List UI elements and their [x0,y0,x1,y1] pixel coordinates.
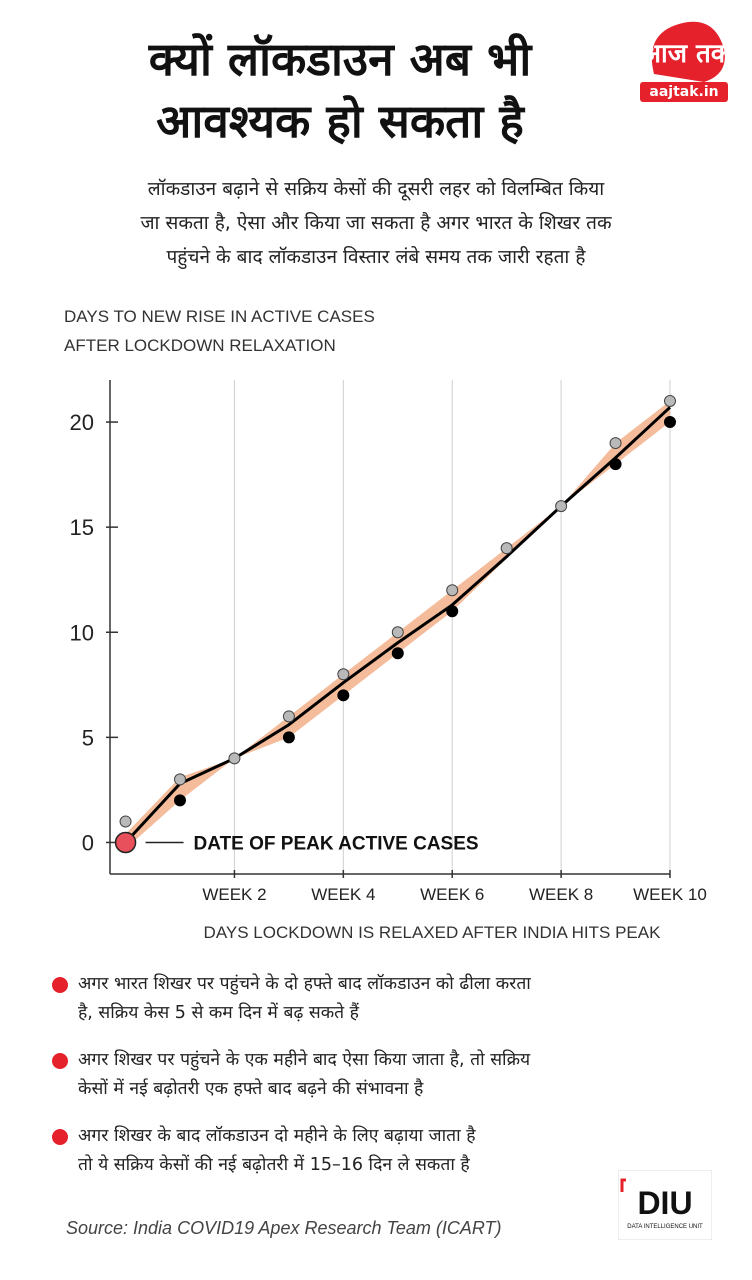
subtitle-line-3: पहुंचने के बाद लॉकडाउन विस्तार लंबे समय … [166,246,586,268]
trend-line [124,406,672,844]
x-tick-label: WEEK 6 [420,885,484,904]
grey-data-point [174,773,186,786]
grey-data-point [664,395,676,408]
black-data-point [391,647,404,660]
x-tick-label: WEEK 4 [311,885,375,904]
black-data-point [337,689,350,702]
bullet-text-line: तो ये सक्रिय केसों की नई बढ़ोतरी में 15–… [78,1155,470,1175]
y-axis-label: DAYS TO NEW RISE IN ACTIVE CASES AFTER L… [64,302,375,360]
x-tick-label: WEEK 8 [529,885,593,904]
black-data-point [174,794,186,807]
y-axis-label-line-2: AFTER LOCKDOWN RELAXATION [64,336,336,355]
black-data-point [446,605,459,618]
x-tick-label: WEEK 10 [633,885,707,904]
source-note: Source: India COVID19 Apex Research Team… [66,1218,502,1238]
y-tick-label: 0 [82,830,94,855]
page-title: क्यों लॉकडाउन अब भी आवश्यक हो सकता है [40,28,640,152]
bullet-item: अगर शिखर पर पहुंचने के एक महीने बाद ऐसा … [52,1046,692,1104]
grey-data-point [500,542,513,555]
grey-data-point [119,815,132,828]
diu-bracket [620,1178,626,1192]
grey-data-point [228,752,241,765]
grey-data-point [282,710,295,723]
grey-data-point [555,500,568,513]
x-axis-label: DAYS LOCKDOWN IS RELAXED AFTER INDIA HIT… [204,923,662,942]
bullet-dot-icon [52,1053,68,1069]
bullet-item: अगर भारत शिखर पर पहुंचने के दो हफ्ते बाद… [52,970,692,1028]
bullet-text-line: अगर भारत शिखर पर पहुंचने के दो हफ्ते बाद… [78,974,531,994]
chart: 0 5 10 15 20 WEEK 2 WEEK 4 WEEK 6 WEEK 8 WEEK 10 D… [70,380,707,942]
bullet-dot-icon [52,977,68,993]
y-tick-label: 5 [82,725,94,750]
subtitle-line-2: जा सकता है, ऐसा और किया जा सकता है अगर भ… [140,212,612,234]
aajtak-logo: आज तक [641,21,732,82]
peak-annotation-label: DATE OF PEAK ACTIVE CASES [194,833,479,854]
diu-logo-box [618,1170,712,1240]
bullet-list: अगर भारत शिखर पर पहुंचने के दो हफ्ते बाद… [52,970,692,1198]
confidence-band [125,401,671,849]
bullet-item: अगर शिखर के बाद लॉकडाउन दो महीने के लिए … [52,1122,692,1180]
title-line-1: क्यों लॉकडाउन अब भी [148,32,532,86]
grey-data-point [446,584,459,597]
y-axis-label-line-1: DAYS TO NEW RISE IN ACTIVE CASES [64,307,375,326]
subtitle: लॉकडाउन बढ़ाने से सक्रिय केसों की दूसरी … [48,172,704,274]
grey-data-point [609,437,622,450]
bullet-text-line: अगर शिखर के बाद लॉकडाउन दो महीने के लिए … [78,1126,476,1146]
y-tick-label: 20 [70,410,94,435]
bullet-text-line: केसों में नई बढ़ोतरी एक हफ्ते बाद बढ़ने … [78,1079,424,1099]
y-tick-label: 15 [70,515,94,540]
peak-point [114,831,137,854]
logo-text: आज तक [641,39,732,69]
black-data-point [664,416,676,429]
subtitle-line-1: लॉकडाउन बढ़ाने से सक्रिय केसों की दूसरी … [147,178,605,200]
black-data-point [282,731,295,744]
y-tick-label: 10 [70,620,94,645]
diu-logo-subtext: DATA INTELLIGENCE UNIT [627,1224,703,1230]
grey-data-point [391,626,404,639]
grey-data-point [337,668,350,681]
bullet-dot-icon [52,1129,68,1145]
logo-site-label: aajtak.in [640,82,728,102]
bullet-text-line: अगर शिखर पर पहुंचने के एक महीने बाद ऐसा … [78,1050,531,1070]
logo-splash [651,21,725,82]
black-data-point [609,458,622,471]
title-line-2: आवश्यक हो सकता है [156,94,524,148]
x-tick-label: WEEK 2 [202,885,266,904]
diu-logo-text: DIU [637,1185,692,1221]
bullet-text-line: है, सक्रिय केस 5 से कम दिन में बढ़ सकते … [78,1003,359,1023]
diu-logo: DIU DATA INTELLIGENCE UNIT [618,1170,712,1240]
